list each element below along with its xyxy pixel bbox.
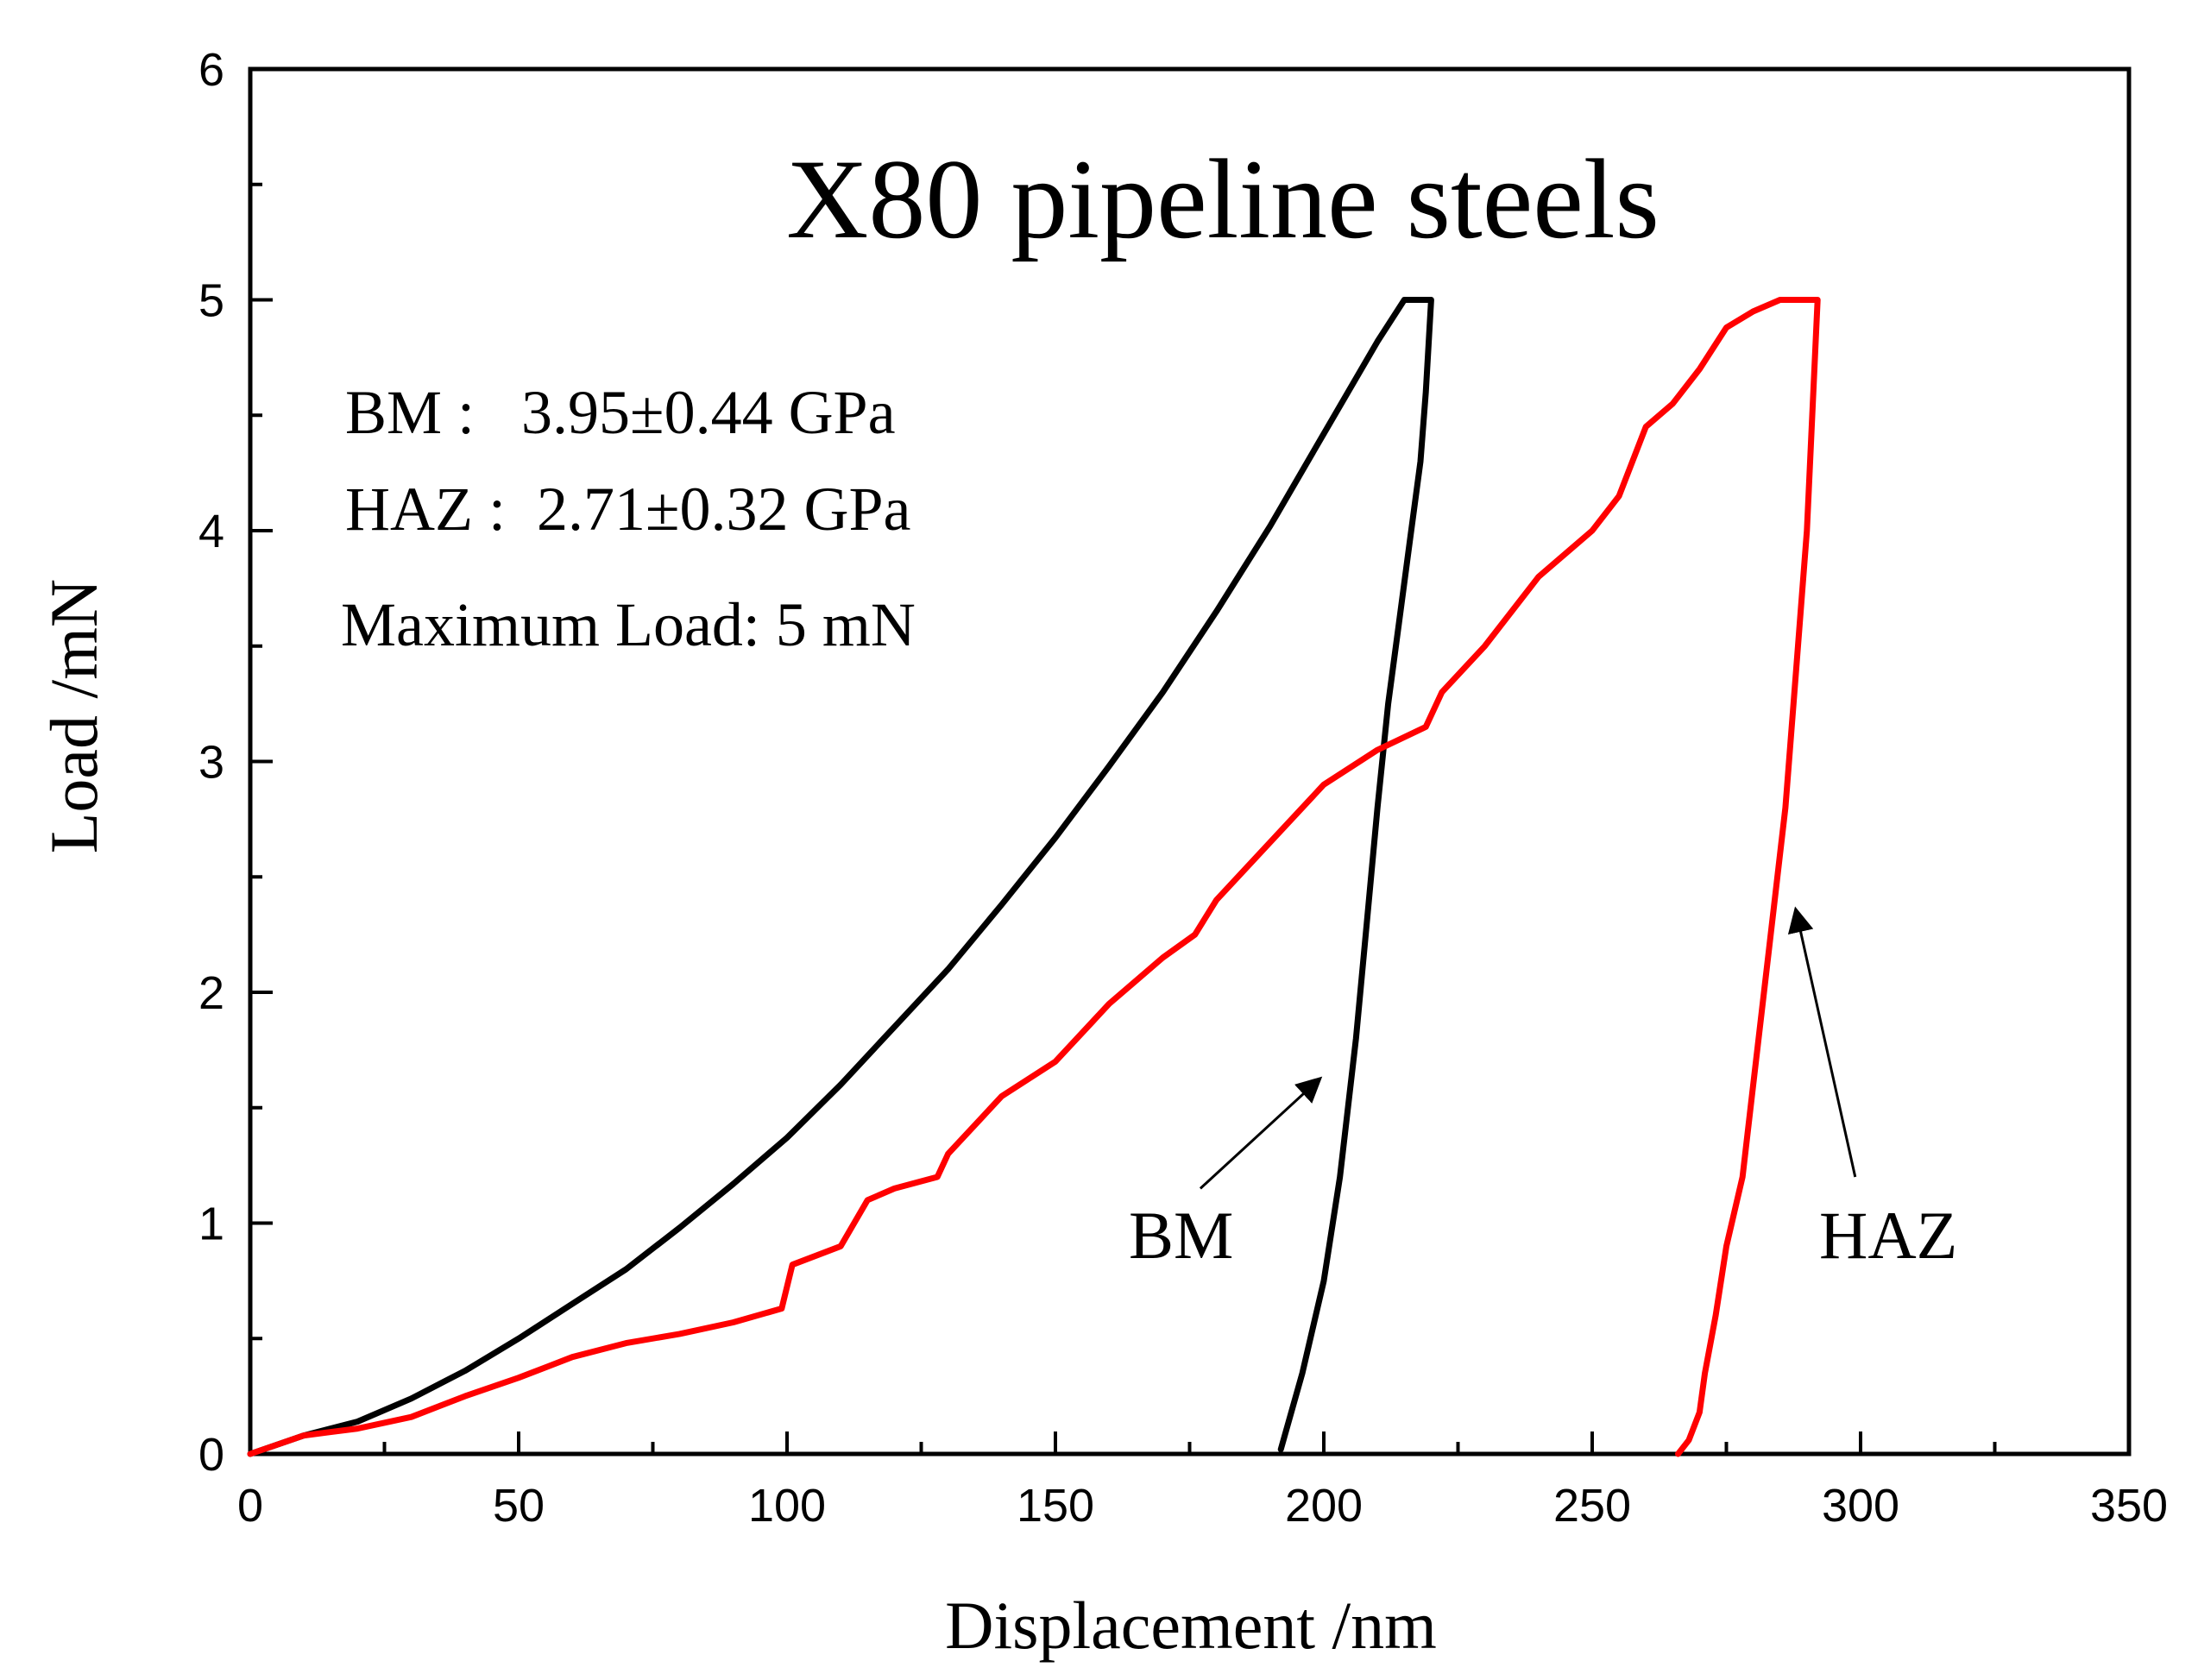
annotation-bm-hardness: BM : 3.95±0.44 GPa <box>345 378 896 447</box>
x-tick-label: 200 <box>1285 1480 1363 1532</box>
x-tick-label: 100 <box>748 1480 826 1532</box>
series-label-bm: BM <box>1129 1198 1233 1273</box>
y-tick-label: 1 <box>198 1199 224 1250</box>
x-tick-label: 50 <box>493 1480 545 1532</box>
x-axis-title: Displacement /nm <box>945 1588 1437 1663</box>
y-axis-title: Load /mN <box>36 579 111 853</box>
y-tick-label: 0 <box>198 1429 224 1481</box>
chart-title: X80 pipeline steels <box>786 135 1660 262</box>
x-tick-label: 350 <box>2090 1480 2168 1532</box>
y-tick-label: 4 <box>198 506 224 557</box>
y-tick-label: 3 <box>198 737 224 789</box>
y-tick-label: 6 <box>198 44 224 96</box>
series-line-haz <box>247 297 1821 1457</box>
annotation-max-load: Maximum Load: 5 mN <box>341 590 916 659</box>
arrow-layer <box>1199 906 1857 1190</box>
series-label-haz: HAZ <box>1819 1198 1957 1273</box>
x-tick-label: 150 <box>1017 1480 1094 1532</box>
x-axis-tick-labels: 0 50 100 150 200 250 300 350 <box>237 1480 2168 1532</box>
y-tick-label: 2 <box>198 967 224 1019</box>
annotation-haz-hardness: HAZ : 2.71±0.32 GPa <box>345 475 911 544</box>
y-axis-tick-labels: 0 1 2 3 4 5 6 <box>198 44 224 1481</box>
arrow-haz <box>1787 906 1857 1178</box>
series-line-bm <box>247 297 1434 1457</box>
x-tick-label: 0 <box>237 1480 263 1532</box>
x-tick-label: 300 <box>1822 1480 1899 1532</box>
y-axis-ticks <box>250 67 273 1456</box>
x-axis-ticks <box>249 1431 2131 1454</box>
series-layer <box>247 297 1821 1457</box>
y-tick-label: 5 <box>198 275 224 327</box>
arrow-bm <box>1199 1076 1323 1190</box>
x-tick-label: 250 <box>1553 1480 1631 1532</box>
